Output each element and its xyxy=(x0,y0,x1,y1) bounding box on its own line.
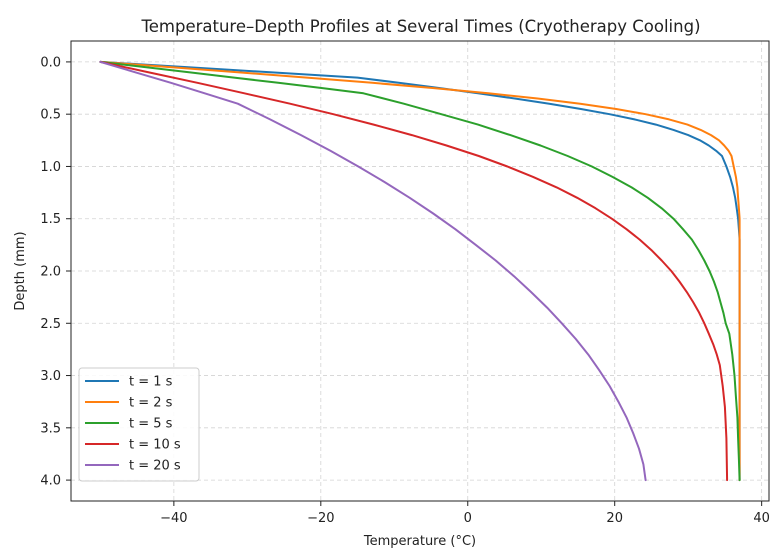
x-tick-label: −40 xyxy=(160,511,187,526)
y-tick-label: 2.5 xyxy=(40,317,61,332)
grid xyxy=(71,41,769,501)
x-axis: −40 −20 0 20 40 xyxy=(160,501,770,526)
y-tick-label: 4.0 xyxy=(40,474,61,489)
y-tick-label: 3.5 xyxy=(40,421,61,436)
series-line-1 xyxy=(99,60,741,482)
y-tick-label: 3.0 xyxy=(40,369,61,384)
x-axis-label: Temperature (°C) xyxy=(363,534,476,549)
y-axis: 0.0 0.5 1.0 1.5 2.0 2.5 3.0 3.5 4.0 xyxy=(40,55,71,489)
series-line-5 xyxy=(99,60,647,482)
y-tick-label: 0.5 xyxy=(40,108,61,123)
chart-title: Temperature–Depth Profiles at Several Ti… xyxy=(140,17,700,36)
x-tick-label: −20 xyxy=(307,511,334,526)
x-tick-label: 20 xyxy=(606,511,623,526)
y-tick-label: 2.0 xyxy=(40,265,61,280)
x-tick-label: 0 xyxy=(464,511,472,526)
series-layer xyxy=(99,60,741,482)
legend-label: t = 10 s xyxy=(129,438,181,453)
y-tick-label: 1.5 xyxy=(40,212,61,227)
y-axis-label: Depth (mm) xyxy=(13,231,28,310)
legend-label: t = 1 s xyxy=(129,375,173,390)
x-tick-label: 40 xyxy=(753,511,770,526)
series-line-4 xyxy=(99,60,729,482)
legend-box xyxy=(78,367,200,482)
y-tick-label: 0.0 xyxy=(40,55,61,70)
legend-label: t = 20 s xyxy=(129,459,181,474)
y-tick-label: 1.0 xyxy=(40,160,61,175)
legend: t = 1 s t = 2 s t = 5 s t = 10 s t = 20 s xyxy=(78,367,200,482)
legend-label: t = 5 s xyxy=(129,417,173,432)
legend-label: t = 2 s xyxy=(129,396,173,411)
series-line-3 xyxy=(99,60,741,482)
series-line-2 xyxy=(99,60,741,482)
